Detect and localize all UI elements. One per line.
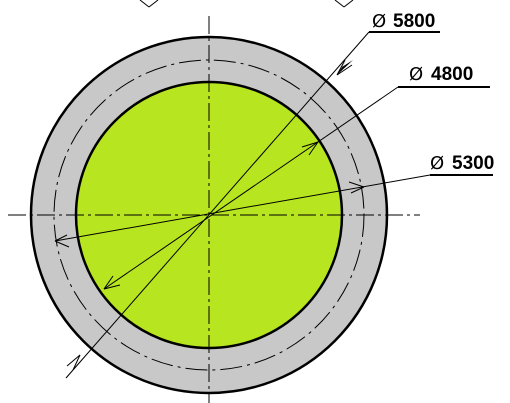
dimension-label-inner: Ø 4800: [409, 64, 473, 85]
dimension-label-outer: Ø 5800: [372, 11, 435, 32]
diameter-symbol: Ø: [409, 64, 423, 85]
diameter-symbol: Ø: [430, 153, 444, 174]
leader-middle: [54, 174, 493, 248]
top-cropped-arrows: [139, 0, 354, 8]
dimension-value-inner: 4800: [431, 64, 473, 85]
diameter-symbol: Ø: [372, 11, 386, 32]
arrow-head-outer-top: [337, 58, 353, 75]
dimension-value-middle: 5300: [452, 153, 494, 174]
dimension-value-outer: 5800: [393, 11, 435, 32]
leader-inner: [103, 86, 490, 290]
leader-outer: [65, 31, 440, 379]
dimension-label-middle: Ø 5300: [430, 153, 494, 174]
